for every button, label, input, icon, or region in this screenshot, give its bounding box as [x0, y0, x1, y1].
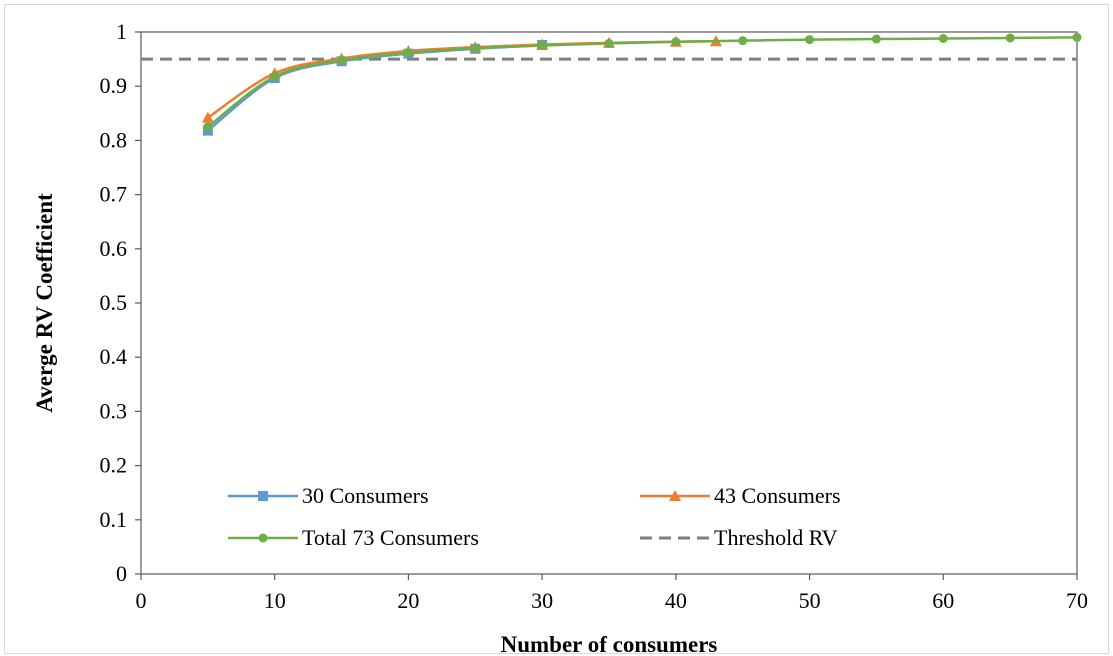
y-tick-label: 0.5: [100, 290, 128, 315]
y-tick-label: 0.9: [100, 73, 128, 98]
x-tick-label: 20: [397, 588, 419, 613]
data-point: [337, 55, 347, 65]
x-tick-label: 10: [264, 588, 286, 613]
series-line: [207, 36, 1078, 128]
x-axis-title: Number of consumers: [501, 632, 718, 656]
y-tick-label: 0.4: [100, 344, 128, 369]
x-tick-label: 70: [1066, 588, 1088, 613]
series-2: [203, 32, 1082, 132]
axes: [135, 31, 1078, 580]
y-axis-title: Averge RV Coefficient: [32, 193, 57, 413]
data-point: [201, 111, 214, 123]
data-point: [203, 122, 213, 132]
legend-marker: [258, 491, 268, 501]
legend-label: Threshold RV: [714, 525, 838, 550]
series-group: [201, 32, 1082, 136]
legend-marker: [258, 533, 268, 543]
legend: 30 Consumers 43 Consumers Total 73 Consume…: [228, 483, 841, 550]
data-point: [1005, 33, 1015, 43]
legend-label: Total 73 Consumers: [302, 525, 479, 550]
data-point: [537, 41, 547, 51]
y-tick-label: 0.1: [100, 507, 128, 532]
y-tick-label: 0.6: [100, 236, 128, 261]
legend-entry: Total 73 Consumers: [228, 525, 479, 550]
data-point: [403, 48, 413, 58]
y-tick-label: 0.8: [100, 127, 128, 152]
legend-entry: 30 Consumers: [228, 483, 429, 508]
y-tick-label: 0: [116, 561, 127, 586]
data-point: [738, 36, 748, 46]
data-point: [871, 34, 881, 44]
x-tick-label: 0: [136, 588, 147, 613]
x-tick-label: 60: [932, 588, 954, 613]
x-tick-label: 50: [799, 588, 821, 613]
chart-frame: [4, 4, 1109, 654]
legend-label: 43 Consumers: [714, 483, 841, 508]
data-point: [938, 34, 948, 44]
x-tick-labels: 0 10 20 30 40 50 60 70: [136, 588, 1089, 613]
plot-area-border: [140, 31, 1078, 575]
series-line: [207, 39, 716, 119]
y-tick-labels: 0 0.1 0.2 0.3 0.4 0.5 0.6 0.7 0.8 0.9 1: [100, 19, 128, 586]
y-tick-label: 0.3: [100, 398, 128, 423]
legend-marker: [669, 490, 681, 501]
y-tick-label: 0.7: [100, 182, 128, 207]
x-tick-label: 40: [665, 588, 687, 613]
legend-entry: 43 Consumers: [640, 483, 841, 508]
data-point: [671, 37, 681, 47]
data-point: [805, 35, 815, 45]
y-tick-label: 0.2: [100, 453, 128, 478]
data-point: [270, 71, 280, 81]
legend-entry: Threshold RV: [640, 525, 838, 550]
data-point: [1072, 32, 1082, 42]
data-point: [604, 38, 614, 48]
legend-label: 30 Consumers: [302, 483, 429, 508]
x-tick-label: 30: [531, 588, 553, 613]
y-tick-label: 1: [116, 19, 127, 44]
data-point: [470, 43, 480, 53]
